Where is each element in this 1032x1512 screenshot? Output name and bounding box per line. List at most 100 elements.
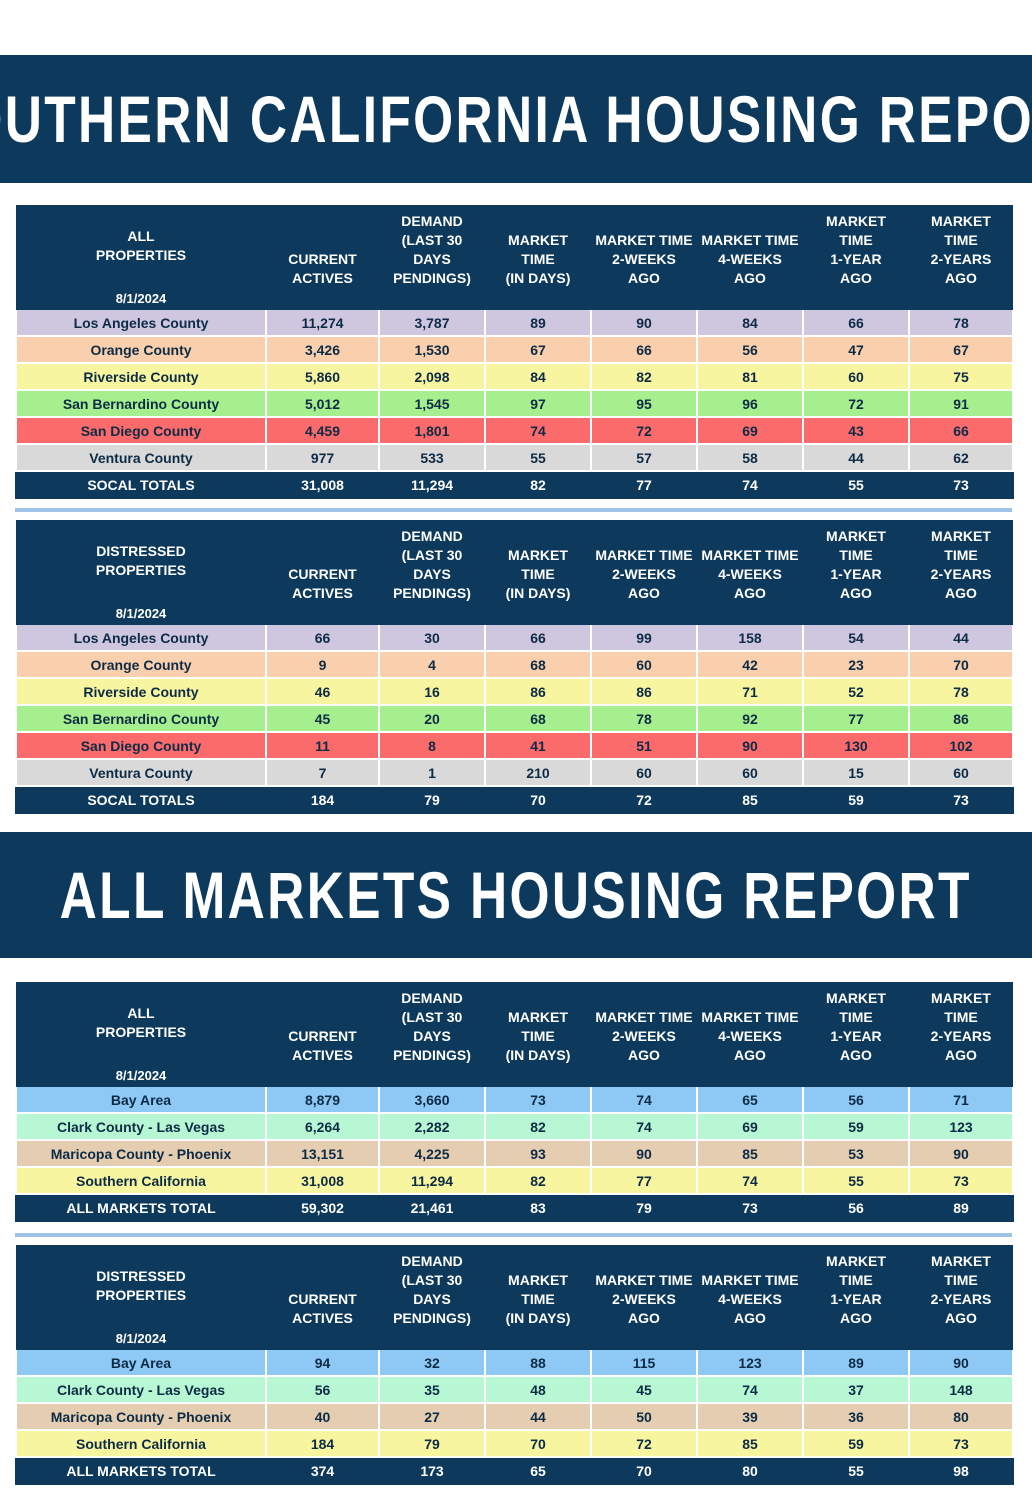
cell: 55 <box>484 444 592 472</box>
total-cell: 374 <box>265 1457 380 1485</box>
cell: 84 <box>484 363 592 391</box>
cell: 3,660 <box>378 1087 486 1114</box>
header-cell: ALL PROPERTIES 8/1/2024 <box>16 982 266 1087</box>
cell: 90 <box>908 1140 1014 1168</box>
cell: 55 <box>802 1167 910 1195</box>
header-cell: MARKET TIME 2-YEARS AGO <box>909 205 1013 310</box>
cell: 51 <box>590 732 698 760</box>
cell: 54 <box>802 625 910 652</box>
cell: 158 <box>696 625 804 652</box>
column-header: MARKET TIME 2-WEEKS AGO <box>595 547 693 601</box>
total-cell: 11,294 <box>378 471 486 499</box>
header-cell: MARKET TIME 2-WEEKS AGO <box>591 982 697 1087</box>
header-cell: DEMAND (LAST 30 DAYS PENDINGS) <box>379 205 485 310</box>
total-cell: 59,302 <box>265 1194 380 1222</box>
cell: 59 <box>802 1430 910 1458</box>
cell: 65 <box>696 1087 804 1114</box>
cell: 16 <box>378 678 486 706</box>
column-header: MARKET TIME 1-YEAR AGO <box>826 1253 886 1326</box>
cell: 45 <box>590 1376 698 1404</box>
header-cell: MARKET TIME (IN DAYS) <box>485 205 591 310</box>
cell: 47 <box>802 336 910 364</box>
cell: 78 <box>908 310 1014 337</box>
report-table: ALL PROPERTIES 8/1/2024 CURRENT ACTIVES DEM… <box>15 982 1014 1222</box>
total-cell: 83 <box>484 1194 592 1222</box>
cell: 74 <box>484 417 592 445</box>
cell: 97 <box>484 390 592 418</box>
total-cell: 85 <box>696 786 804 814</box>
column-header: CURRENT ACTIVES <box>288 1028 357 1063</box>
cell: 77 <box>590 1167 698 1195</box>
header-cell: CURRENT ACTIVES <box>266 205 379 310</box>
header-label: ALL PROPERTIES <box>95 1005 187 1040</box>
header-cell: MARKET TIME 4-WEEKS AGO <box>697 205 803 310</box>
cell: 74 <box>590 1113 698 1141</box>
cell: 5,860 <box>265 363 380 391</box>
data-row: Los Angeles County 66 30 66 99 158 54 44 <box>15 625 1014 652</box>
cell: 74 <box>696 1167 804 1195</box>
cell: 67 <box>908 336 1014 364</box>
cell: 15 <box>802 759 910 787</box>
column-header: MARKET TIME 1-YEAR AGO <box>826 528 886 601</box>
cell: 59 <box>802 1113 910 1141</box>
cell: 71 <box>696 678 804 706</box>
separator <box>15 508 1012 512</box>
column-header: MARKET TIME 4-WEEKS AGO <box>701 1009 799 1063</box>
row-label: Bay Area <box>15 1087 267 1114</box>
total-cell: 79 <box>378 786 486 814</box>
header-cell: MARKET TIME 1-YEAR AGO <box>803 1245 909 1350</box>
cell: 84 <box>696 310 804 337</box>
banner: SOUTHERN CALIFORNIA HOUSING REPORT <box>0 55 1032 183</box>
cell: 90 <box>696 732 804 760</box>
cell: 94 <box>265 1350 380 1377</box>
cell: 90 <box>908 1350 1014 1377</box>
cell: 52 <box>802 678 910 706</box>
cell: 45 <box>265 705 380 733</box>
cell: 148 <box>908 1376 1014 1404</box>
cell: 82 <box>590 363 698 391</box>
cell: 3,426 <box>265 336 380 364</box>
separator <box>15 1233 1012 1237</box>
column-header: MARKET TIME (IN DAYS) <box>505 232 571 286</box>
cell: 85 <box>696 1140 804 1168</box>
cell: 72 <box>590 417 698 445</box>
column-header: MARKET TIME 4-WEEKS AGO <box>701 1272 799 1326</box>
cell: 60 <box>802 363 910 391</box>
data-row: Ventura County 977 533 55 57 58 44 62 <box>15 444 1014 472</box>
total-cell: 79 <box>590 1194 698 1222</box>
total-cell: 72 <box>590 786 698 814</box>
cell: 70 <box>484 1430 592 1458</box>
row-label: Los Angeles County <box>15 625 267 652</box>
total-cell: 80 <box>696 1457 804 1485</box>
column-header: MARKET TIME 4-WEEKS AGO <box>701 547 799 601</box>
column-header: MARKET TIME 1-YEAR AGO <box>826 213 886 286</box>
total-label: SOCAL TOTALS <box>15 786 267 814</box>
cell: 44 <box>484 1403 592 1431</box>
cell: 82 <box>484 1167 592 1195</box>
cell: 89 <box>802 1350 910 1377</box>
cell: 58 <box>696 444 804 472</box>
data-row: Maricopa County - Phoenix 40 27 44 50 39 36 80 <box>15 1403 1014 1431</box>
cell: 4,459 <box>265 417 380 445</box>
cell: 74 <box>590 1087 698 1114</box>
cell: 11 <box>265 732 380 760</box>
row-label: Ventura County <box>15 759 267 787</box>
cell: 123 <box>696 1350 804 1377</box>
data-row: Maricopa County - Phoenix 13,151 4,225 93 90… <box>15 1140 1014 1168</box>
header-cell: MARKET TIME 1-YEAR AGO <box>803 520 909 625</box>
cell: 8 <box>378 732 486 760</box>
header-cell: DISTRESSED PROPERTIES 8/1/2024 <box>16 520 266 625</box>
column-header: DEMAND (LAST 30 DAYS PENDINGS) <box>393 528 471 601</box>
total-cell: 73 <box>908 786 1014 814</box>
cell: 66 <box>590 336 698 364</box>
data-row: Southern California 184 79 70 72 85 59 73 <box>15 1430 1014 1458</box>
header-cell: MARKET TIME 4-WEEKS AGO <box>697 1245 803 1350</box>
data-row: Clark County - Las Vegas 56 35 48 45 74 37 148 <box>15 1376 1014 1404</box>
header-label: DISTRESSED PROPERTIES <box>95 1268 187 1303</box>
header-label: ALL PROPERTIES <box>95 228 187 263</box>
cell: 11,274 <box>265 310 380 337</box>
header-cell: MARKET TIME 1-YEAR AGO <box>803 982 909 1087</box>
cell: 36 <box>802 1403 910 1431</box>
cell: 30 <box>378 625 486 652</box>
cell: 70 <box>908 651 1014 679</box>
